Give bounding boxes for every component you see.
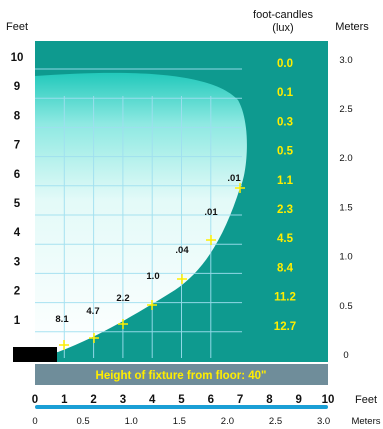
right-meter-axis: 0 0.5 1.0 1.5 2.0 2.5 3.0 [339,55,352,361]
bottom-feet-tick: 0 [32,394,38,406]
footcandle-value: 8.4 [277,262,294,274]
bottom-feet-axis: 0 1 2 3 4 5 6 7 8 9 10 [32,394,335,406]
left-feet-tick: 10 [11,52,24,64]
fixture-block [13,347,57,362]
right-meter-tick: 0 [343,350,348,361]
bottom-feet-tick: 9 [295,394,301,406]
plus-marker [206,235,216,245]
bottom-feet-tick: 6 [208,394,214,406]
bottom-feet-tick: 8 [266,394,273,406]
bottom-meter-axis: 0 0.5 1.0 1.5 2.0 2.5 3.0 [32,416,330,427]
bottom-feet-tick: 5 [178,394,185,406]
bottom-feet-tick: 10 [322,394,335,406]
footcandle-value: 1.1 [277,175,294,187]
plus-marker [89,333,99,343]
beam-point-label: .04 [175,245,189,256]
bottom-scale-bar [35,405,328,409]
footcandle-value: 0.1 [277,87,294,99]
footcandle-values: 12.7 11.2 8.4 4.5 2.3 1.1 0.5 0.3 0.1 0.0 [274,58,296,333]
bottom-meter-tick: 2.5 [269,416,282,427]
bottom-feet-tick: 7 [237,394,243,406]
bottom-feet-unit: Feet [355,394,377,406]
bottom-feet-tick: 1 [61,394,68,406]
bottom-meter-unit: Meters [351,416,380,427]
left-feet-tick: 4 [14,227,21,239]
left-feet-tick: 8 [14,110,21,122]
beam-point-label: 2.2 [116,293,129,304]
right-meter-tick: 0.5 [339,301,352,312]
bottom-feet-tick: 4 [149,394,156,406]
grid-lines [35,68,242,358]
beam-point-labels: 8.1 4.7 2.2 1.0 .04 .01 .01 [55,173,241,325]
left-feet-tick: 6 [14,169,20,181]
bottom-feet-tick: 3 [120,394,126,406]
bottom-meter-tick: 1.5 [173,416,186,427]
beam-point-label: 4.7 [86,306,99,317]
right-meter-tick: 1.0 [339,252,352,263]
beam-edge-markers [59,183,245,350]
right-meter-tick: 3.0 [339,55,352,66]
beam-point-label: 1.0 [146,271,159,282]
footcandle-value: 4.5 [277,233,294,245]
left-feet-axis: 1 2 3 4 5 6 7 8 9 10 [11,52,24,327]
footcandle-value: 12.7 [274,321,296,333]
footcandle-value: 11.2 [274,292,296,304]
left-feet-tick: 9 [14,81,20,93]
plus-marker [118,319,128,329]
right-meter-tick: 2.5 [339,104,352,115]
beam-point-label: .01 [204,207,218,218]
fixture-height-banner [35,364,328,385]
beam-point-label: 8.1 [55,314,69,325]
plus-marker [177,274,187,284]
fc-title-line1: foot-candles [253,9,313,21]
left-unit-label: Feet [6,21,28,33]
left-feet-tick: 1 [14,315,21,327]
footcandle-value: 0.3 [277,116,293,128]
left-feet-tick: 2 [14,286,20,298]
fc-title-line2: (lux) [272,22,293,34]
right-meter-tick: 2.0 [339,153,352,164]
beam-point-label: .01 [227,173,241,184]
plus-marker [235,183,245,193]
right-meter-tick: 1.5 [339,202,352,213]
light-beam-area [35,72,247,355]
bottom-meter-tick: 0.5 [76,416,89,427]
plus-marker [59,340,69,350]
bottom-meter-tick: 1.0 [125,416,138,427]
right-unit-label: Meters [335,21,369,33]
bottom-meter-tick: 0 [32,416,37,427]
left-feet-tick: 3 [14,256,20,268]
left-feet-tick: 5 [14,198,21,210]
footcandle-value: 0.0 [277,58,293,70]
bottom-feet-tick: 2 [90,394,96,406]
footcandle-value: 2.3 [277,204,293,216]
bottom-meter-tick: 2.0 [221,416,234,427]
plus-marker [147,300,157,310]
footcandle-value: 0.5 [277,146,294,158]
fixture-height-text: Height of fixture from floor: 40" [96,370,267,382]
left-feet-tick: 7 [14,140,20,152]
bottom-meter-tick: 3.0 [317,416,330,427]
